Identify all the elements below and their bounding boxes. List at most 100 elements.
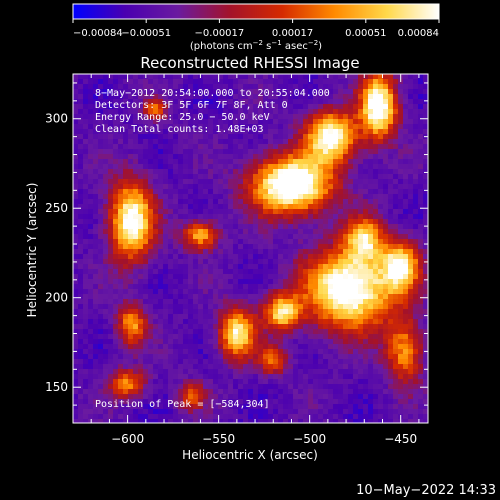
heatmap-cell	[133, 304, 139, 310]
heatmap-cell	[208, 224, 214, 230]
heatmap-cell	[253, 419, 259, 423]
heatmap-cell	[238, 94, 244, 100]
heatmap-cell	[183, 199, 189, 205]
heatmap-cell	[363, 369, 369, 375]
heatmap-cell	[348, 254, 354, 260]
heatmap-cell	[353, 379, 359, 385]
heatmap-cell	[298, 354, 304, 360]
heatmap-cell	[193, 229, 199, 235]
heatmap-cell	[253, 314, 259, 320]
heatmap-cell	[398, 394, 404, 400]
heatmap-cell	[118, 144, 124, 150]
heatmap-cell	[293, 389, 299, 395]
heatmap-cell	[393, 299, 399, 305]
heatmap-cell	[273, 99, 279, 105]
heatmap-cell	[78, 314, 84, 320]
heatmap-cell	[358, 309, 364, 315]
heatmap-cell	[298, 244, 304, 250]
heatmap-cell	[268, 389, 274, 395]
heatmap-cell	[318, 154, 324, 160]
heatmap-cell	[393, 174, 399, 180]
heatmap-cell	[288, 414, 294, 420]
heatmap-cell	[193, 89, 199, 95]
heatmap-cell	[213, 194, 219, 200]
heatmap-cell	[278, 209, 284, 215]
heatmap-cell	[163, 199, 169, 205]
heatmap-cell	[298, 199, 304, 205]
heatmap-cell	[268, 239, 274, 245]
heatmap-cell	[368, 404, 374, 410]
heatmap-cell	[323, 389, 329, 395]
heatmap-cell	[143, 234, 149, 240]
heatmap-cell	[328, 264, 334, 270]
heatmap-cell	[403, 224, 409, 230]
heatmap-cell	[158, 339, 164, 345]
heatmap-cell	[278, 174, 284, 180]
heatmap-cell	[158, 129, 164, 135]
heatmap-cell	[188, 179, 194, 185]
heatmap-cell	[238, 174, 244, 180]
heatmap-cell	[208, 244, 214, 250]
heatmap-cell	[398, 224, 404, 230]
heatmap-cell	[248, 159, 254, 165]
heatmap-cell	[93, 309, 99, 315]
heatmap-cell	[308, 319, 314, 325]
heatmap-cell	[143, 254, 149, 260]
heatmap-cell	[383, 279, 389, 285]
heatmap-cell	[178, 144, 184, 150]
heatmap-cell	[303, 179, 309, 185]
heatmap-cell	[273, 254, 279, 260]
heatmap-cell	[98, 299, 104, 305]
heatmap-cell	[378, 354, 384, 360]
heatmap-cell	[173, 104, 179, 110]
heatmap-cell	[223, 94, 229, 100]
heatmap-cell	[198, 149, 204, 155]
heatmap-cell	[173, 189, 179, 195]
heatmap-cell	[303, 139, 309, 145]
heatmap-cell	[128, 264, 134, 270]
heatmap-cell	[193, 194, 199, 200]
heatmap-cell	[153, 394, 159, 400]
heatmap-cell	[253, 409, 259, 415]
heatmap-cell	[203, 379, 209, 385]
heatmap-cell	[423, 109, 428, 115]
heatmap-cell	[218, 384, 224, 390]
heatmap-cell	[203, 229, 209, 235]
heatmap-cell	[363, 194, 369, 200]
heatmap-cell	[118, 374, 124, 380]
heatmap-cell	[118, 409, 124, 415]
heatmap-cell	[368, 334, 374, 340]
heatmap-cell	[178, 304, 184, 310]
heatmap-cell	[323, 304, 329, 310]
heatmap-cell	[323, 419, 329, 423]
heatmap-cell	[363, 419, 369, 423]
heatmap-cell	[223, 234, 229, 240]
heatmap-cell	[398, 239, 404, 245]
heatmap-cell	[198, 394, 204, 400]
heatmap-cell	[358, 224, 364, 230]
heatmap-cell	[373, 189, 379, 195]
heatmap-cell	[143, 304, 149, 310]
heatmap-cell	[238, 119, 244, 125]
heatmap-cell	[88, 229, 94, 235]
heatmap-cell	[373, 254, 379, 260]
heatmap-cell	[378, 204, 384, 210]
heatmap-cell	[178, 119, 184, 125]
heatmap-cell	[293, 139, 299, 145]
heatmap-cell	[88, 314, 94, 320]
heatmap-cell	[353, 124, 359, 130]
heatmap-cell	[148, 114, 154, 120]
heatmap-cell	[98, 144, 104, 150]
heatmap-cell	[343, 264, 349, 270]
heatmap-cell	[178, 184, 184, 190]
heatmap-cell	[423, 299, 428, 305]
heatmap-cell	[368, 99, 374, 105]
heatmap-cell	[258, 79, 264, 85]
heatmap-cell	[113, 169, 119, 175]
heatmap-cell	[78, 254, 84, 260]
heatmap-cell	[293, 259, 299, 265]
heatmap-cell	[178, 214, 184, 220]
heatmap-cell	[198, 179, 204, 185]
heatmap-cell	[348, 279, 354, 285]
heatmap-cell	[243, 164, 249, 170]
